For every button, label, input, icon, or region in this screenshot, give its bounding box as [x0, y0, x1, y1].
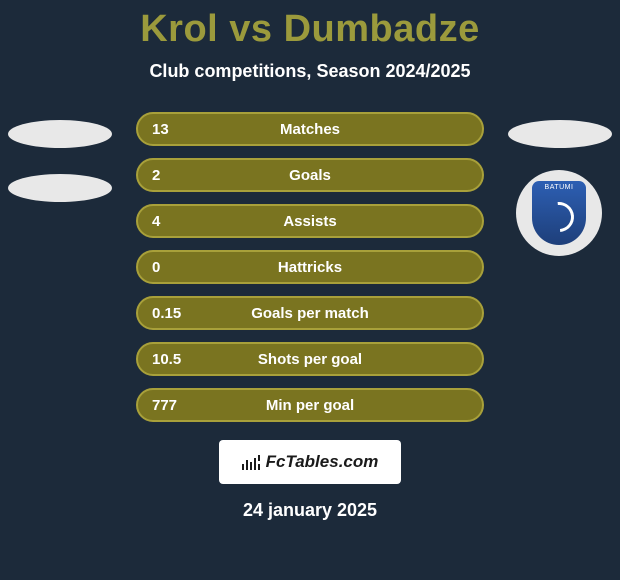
stat-bar-hattricks: 0 Hattricks — [136, 250, 484, 284]
player-badge-placeholder — [8, 120, 112, 148]
stat-label: Matches — [138, 121, 482, 138]
stat-value: 13 — [152, 121, 169, 138]
club-crest-label: BATUMI — [545, 184, 574, 191]
player-badge-placeholder — [508, 120, 612, 148]
site-logo-text: FcTables.com — [266, 452, 379, 472]
stat-value: 0.15 — [152, 305, 181, 322]
stat-label: Assists — [138, 213, 482, 230]
stat-label: Goals per match — [138, 305, 482, 322]
comparison-subtitle: Club competitions, Season 2024/2025 — [0, 61, 620, 82]
stat-bar-matches: 13 Matches — [136, 112, 484, 146]
club-crest-swirl-icon — [538, 196, 580, 238]
stat-value: 777 — [152, 397, 177, 414]
stat-bars: 13 Matches 2 Goals 4 Assists 0 Hattricks… — [136, 112, 484, 422]
stat-value: 10.5 — [152, 351, 181, 368]
stat-value: 2 — [152, 167, 160, 184]
comparison-title: Krol vs Dumbadze — [0, 0, 620, 51]
club-crest-shield: BATUMI — [532, 181, 586, 245]
stat-label: Min per goal — [138, 397, 482, 414]
stat-label: Hattricks — [138, 259, 482, 276]
snapshot-date: 24 january 2025 — [0, 500, 620, 521]
left-player-badges — [8, 120, 112, 228]
stat-bar-min-per-goal: 777 Min per goal — [136, 388, 484, 422]
stat-value: 4 — [152, 213, 160, 230]
stat-bar-assists: 4 Assists — [136, 204, 484, 238]
stat-label: Shots per goal — [138, 351, 482, 368]
player-badge-placeholder — [8, 174, 112, 202]
comparison-content: BATUMI 13 Matches 2 Goals 4 Assists 0 Ha… — [0, 112, 620, 521]
site-logo: FcTables.com — [219, 440, 401, 484]
bar-chart-icon — [242, 454, 262, 470]
stat-value: 0 — [152, 259, 160, 276]
right-player-badges — [508, 120, 612, 174]
stat-bar-shots-per-goal: 10.5 Shots per goal — [136, 342, 484, 376]
stat-label: Goals — [138, 167, 482, 184]
club-crest: BATUMI — [516, 170, 602, 256]
stat-bar-goals: 2 Goals — [136, 158, 484, 192]
stat-bar-goals-per-match: 0.15 Goals per match — [136, 296, 484, 330]
